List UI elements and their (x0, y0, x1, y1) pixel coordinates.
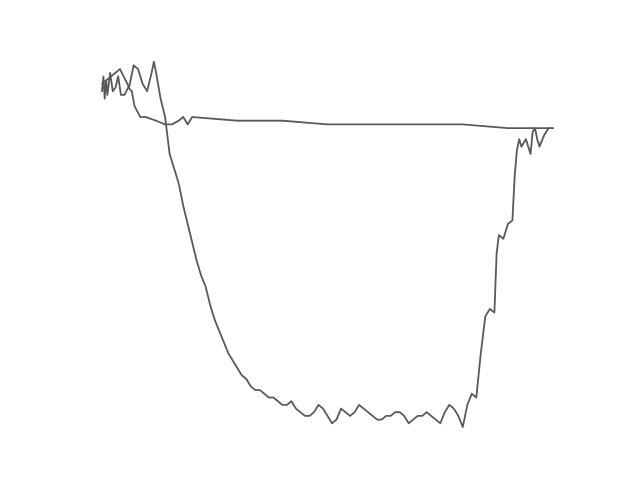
series-2 (101, 60, 554, 428)
series-1 (101, 71, 554, 129)
series-1-line (101, 71, 554, 129)
plot-area (101, 60, 554, 428)
series-2-line (101, 60, 554, 428)
